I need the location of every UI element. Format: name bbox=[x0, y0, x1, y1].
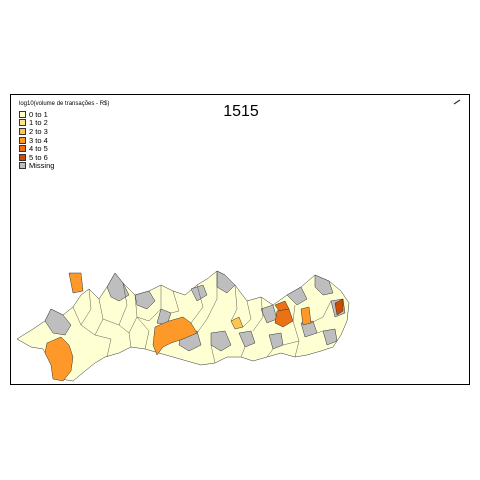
legend-item: Missing bbox=[19, 161, 109, 171]
legend-swatch bbox=[19, 119, 26, 127]
map-title: 1515 bbox=[223, 103, 259, 120]
region-missing bbox=[238, 330, 256, 348]
region-3-to-4 bbox=[300, 306, 312, 326]
legend-label: 3 to 4 bbox=[29, 135, 48, 145]
legend-swatch bbox=[19, 145, 26, 153]
legend-swatch bbox=[19, 127, 26, 135]
legend-label: 4 to 5 bbox=[29, 144, 48, 154]
legend-label: 1 to 2 bbox=[29, 118, 48, 128]
legend-label: 5 to 6 bbox=[29, 152, 48, 162]
region-3-to-4 bbox=[152, 316, 198, 356]
region-3-to-4 bbox=[68, 272, 84, 294]
legend-item: 2 to 3 bbox=[19, 127, 109, 136]
region-5-to-6 bbox=[334, 298, 344, 316]
legend-title: log10(volume de transações - R$) bbox=[19, 101, 110, 107]
legend-swatch bbox=[19, 162, 26, 170]
region-missing bbox=[322, 328, 338, 346]
legend-swatch bbox=[19, 110, 26, 118]
region-missing bbox=[286, 286, 308, 306]
region-missing bbox=[314, 274, 334, 296]
region-missing bbox=[44, 308, 72, 336]
region-4-to-5 bbox=[274, 308, 294, 328]
region-3-to-4 bbox=[44, 336, 74, 382]
legend-item: 5 to 6 bbox=[19, 153, 109, 162]
region-missing bbox=[210, 330, 232, 352]
choropleth-map bbox=[16, 270, 350, 382]
region-missing bbox=[134, 290, 156, 310]
legend-label: 0 to 1 bbox=[29, 109, 48, 119]
legend-label: 2 to 3 bbox=[29, 126, 48, 136]
legend-item: 1 to 2 bbox=[19, 118, 109, 128]
legend-item: 3 to 4 bbox=[19, 136, 109, 145]
legend-item: 4 to 5 bbox=[19, 144, 109, 153]
legend-swatch bbox=[19, 136, 26, 144]
legend-label: Missing bbox=[29, 161, 55, 171]
map-panel: log10(volume de transações - R$) 0 to 1 … bbox=[10, 94, 470, 385]
map-legend: log10(volume de transações - R$) 0 to 1 … bbox=[19, 101, 109, 170]
north-arrow-icon bbox=[453, 99, 461, 107]
legend-swatch bbox=[19, 153, 26, 161]
region-missing bbox=[106, 272, 130, 302]
legend-item: 0 to 1 bbox=[19, 110, 109, 119]
